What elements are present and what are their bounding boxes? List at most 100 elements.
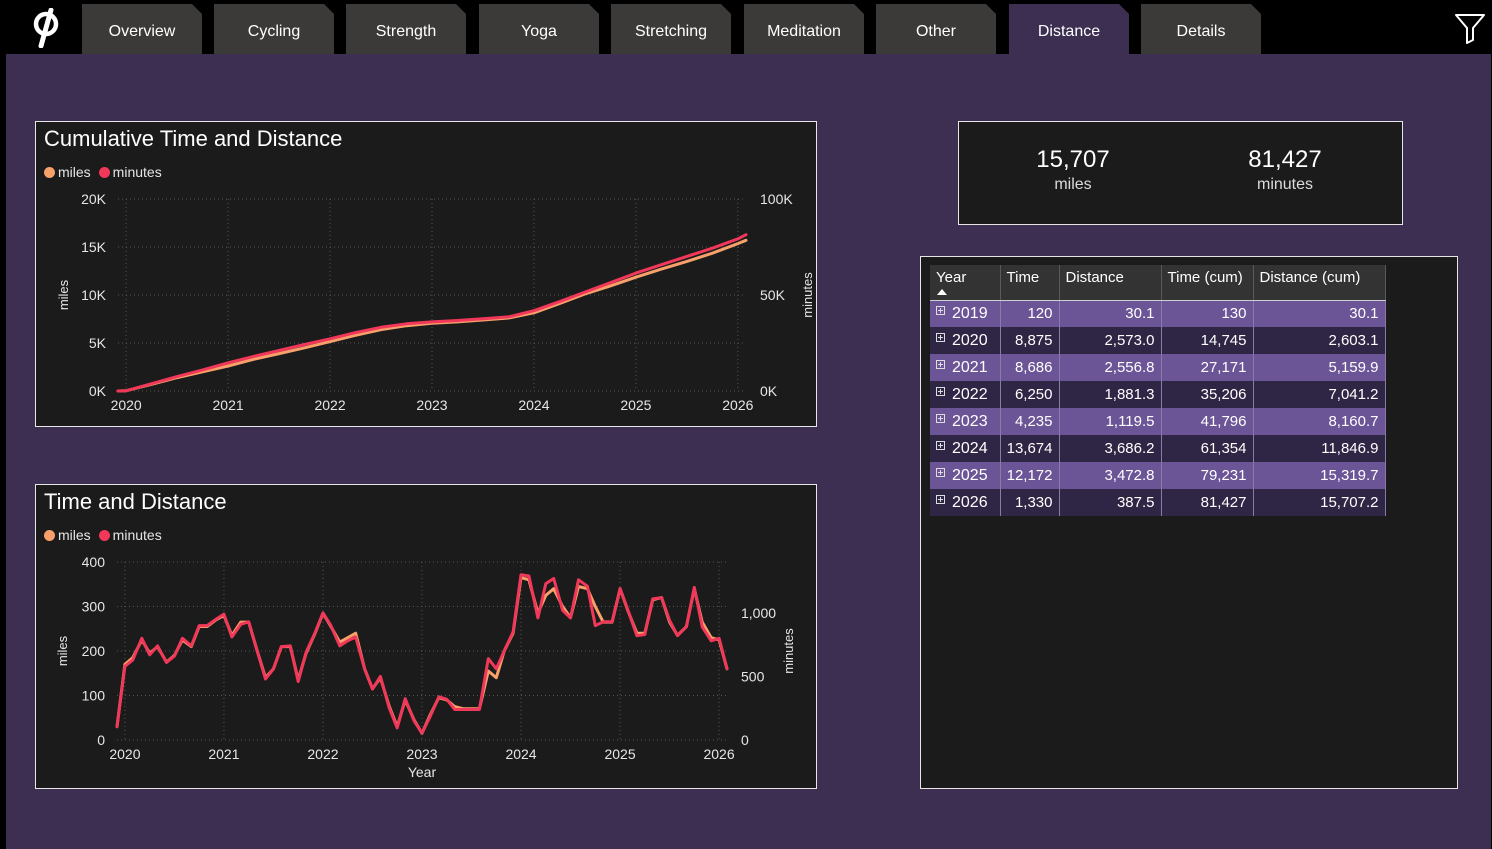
table-row: 2020 8,875 2,573.0 14,745 2,603.1 — [930, 327, 1386, 354]
y2-tick-label: 50K — [760, 287, 786, 303]
tab-yoga[interactable]: Yoga — [479, 4, 599, 54]
kpi-minutes-label: minutes — [1256, 176, 1314, 193]
cumulative-chart-panel[interactable]: Cumulative Time and Distance miles minut… — [35, 121, 817, 427]
expand-row-icon[interactable] — [936, 467, 945, 477]
chart-legend: miles minutes — [44, 164, 162, 180]
x-tick-label: 2025 — [620, 397, 651, 413]
distance-cum-cell: 8,160.7 — [1253, 408, 1386, 435]
time-distance-chart-plot: 0 100 200 300 400 0 500 1,000 2020 2021 2022 2023 20… — [55, 554, 796, 780]
x-tick-label: 2021 — [208, 746, 239, 762]
time-cum-cell: 130 — [1161, 300, 1254, 327]
legend-swatch-miles — [44, 166, 55, 178]
legend-item-minutes[interactable]: minutes — [98, 527, 162, 543]
time-cum-cell: 35,206 — [1161, 381, 1254, 408]
year-matrix-panel: Year Time Distance Time (cum) Distance (… — [920, 256, 1458, 789]
y-tick-label: 15K — [81, 239, 107, 255]
legend-swatch-miles — [44, 529, 55, 541]
distance-cum-cell: 15,319.7 — [1253, 462, 1386, 489]
series-line-minutes[interactable] — [115, 573, 729, 735]
table-row: 2022 6,250 1,881.3 35,206 7,041.2 — [930, 381, 1386, 408]
legend-swatch-minutes — [98, 529, 110, 541]
chart-legend: miles minutes — [44, 527, 162, 543]
y-tick-label: 0 — [97, 732, 105, 748]
sort-ascending-icon[interactable] — [937, 289, 947, 295]
series-line-miles[interactable] — [115, 576, 729, 735]
tab-stretching[interactable]: Stretching — [611, 4, 731, 54]
chart-title: Cumulative Time and Distance — [44, 126, 343, 151]
time-distance-chart-panel[interactable]: Time and Distance miles minutes 0 100 200 3… — [35, 484, 817, 789]
column-header-year[interactable]: Year — [930, 265, 1001, 301]
distance-cell: 30.1 — [1059, 300, 1162, 327]
column-header-time-cum[interactable]: Time (cum) — [1161, 265, 1254, 301]
peloton-logo-icon[interactable] — [28, 8, 64, 48]
distance-cell: 3,686.2 — [1059, 435, 1162, 462]
distance-cum-cell: 15,707.2 — [1253, 489, 1386, 516]
time-cell: 1,330 — [1000, 489, 1060, 516]
y-axis-title: miles — [56, 279, 71, 310]
column-header-label: Year — [936, 269, 967, 286]
y-tick-label: 100 — [82, 688, 106, 704]
year-cell: 2024 — [930, 435, 1001, 462]
y2-tick-label: 0 — [741, 732, 749, 748]
year-label: 2024 — [952, 439, 988, 457]
kpi-minutes-value: 81,427 — [1248, 146, 1322, 173]
y-tick-label: 5K — [89, 335, 107, 351]
series-line-minutes[interactable] — [116, 233, 748, 393]
tab-details[interactable]: Details — [1141, 4, 1261, 54]
tab-other[interactable]: Other — [876, 4, 996, 54]
expand-row-icon[interactable] — [936, 332, 945, 342]
time-cell: 13,674 — [1000, 435, 1060, 462]
y-tick-label: 10K — [81, 287, 107, 303]
time-cum-cell: 27,171 — [1161, 354, 1254, 381]
chart-title: Time and Distance — [44, 489, 227, 514]
tab-meditation[interactable]: Meditation — [744, 4, 864, 54]
y-tick-label: 400 — [82, 554, 106, 570]
expand-row-icon[interactable] — [936, 305, 945, 315]
x-tick-label: 2020 — [109, 746, 140, 762]
tab-distance[interactable]: Distance — [1009, 4, 1129, 54]
column-header-time[interactable]: Time — [1000, 265, 1060, 301]
column-header-distance-cum[interactable]: Distance (cum) — [1253, 265, 1386, 301]
time-cum-cell: 61,354 — [1161, 435, 1254, 462]
tab-cycling[interactable]: Cycling — [214, 4, 334, 54]
distance-cum-cell: 7,041.2 — [1253, 381, 1386, 408]
table-row: 2021 8,686 2,556.8 27,171 5,159.9 — [930, 354, 1386, 381]
x-tick-label: 2024 — [518, 397, 549, 413]
time-cell: 4,235 — [1000, 408, 1060, 435]
expand-row-icon[interactable] — [936, 359, 945, 369]
table-header-row: Year Time Distance Time (cum) Distance (… — [930, 265, 1386, 301]
distance-cell: 387.5 — [1059, 489, 1162, 516]
time-cum-cell: 79,231 — [1161, 462, 1254, 489]
legend-label: minutes — [112, 527, 162, 543]
table-row: 2023 4,235 1,119.5 41,796 8,160.7 — [930, 408, 1386, 435]
table-row: 2026 1,330 387.5 81,427 15,707.2 — [930, 489, 1386, 516]
column-header-distance[interactable]: Distance — [1059, 265, 1162, 301]
table-row: 2024 13,674 3,686.2 61,354 11,846.9 — [930, 435, 1386, 462]
y2-axis-title: minutes — [800, 272, 815, 318]
y2-tick-label: 500 — [741, 668, 765, 684]
distance-cell: 1,119.5 — [1059, 408, 1162, 435]
expand-row-icon[interactable] — [936, 386, 945, 396]
y2-axis-title: minutes — [781, 628, 796, 674]
tab-strength[interactable]: Strength — [346, 4, 466, 54]
distance-cell: 2,573.0 — [1059, 327, 1162, 354]
year-cell: 2023 — [930, 408, 1001, 435]
funnel-icon[interactable] — [1454, 12, 1486, 44]
expand-row-icon[interactable] — [936, 413, 945, 423]
distance-cum-cell: 2,603.1 — [1253, 327, 1386, 354]
kpi-miles: 15,707 miles — [973, 146, 1173, 194]
legend-label: miles — [58, 164, 91, 180]
expand-row-icon[interactable] — [936, 440, 945, 450]
x-tick-label: 2026 — [703, 746, 734, 762]
distance-cell: 2,556.8 — [1059, 354, 1162, 381]
kpi-card[interactable]: 15,707 miles 81,427 minutes — [958, 121, 1403, 225]
legend-item-miles[interactable]: miles — [44, 164, 91, 180]
legend-item-miles[interactable]: miles — [44, 527, 91, 543]
x-tick-label: 2021 — [213, 397, 244, 413]
tab-overview[interactable]: Overview — [82, 4, 202, 54]
expand-row-icon[interactable] — [936, 494, 945, 504]
legend-item-minutes[interactable]: minutes — [98, 164, 162, 180]
time-cell: 6,250 — [1000, 381, 1060, 408]
kpi-miles-value: 15,707 — [1036, 146, 1110, 173]
y-tick-label: 200 — [82, 643, 106, 659]
